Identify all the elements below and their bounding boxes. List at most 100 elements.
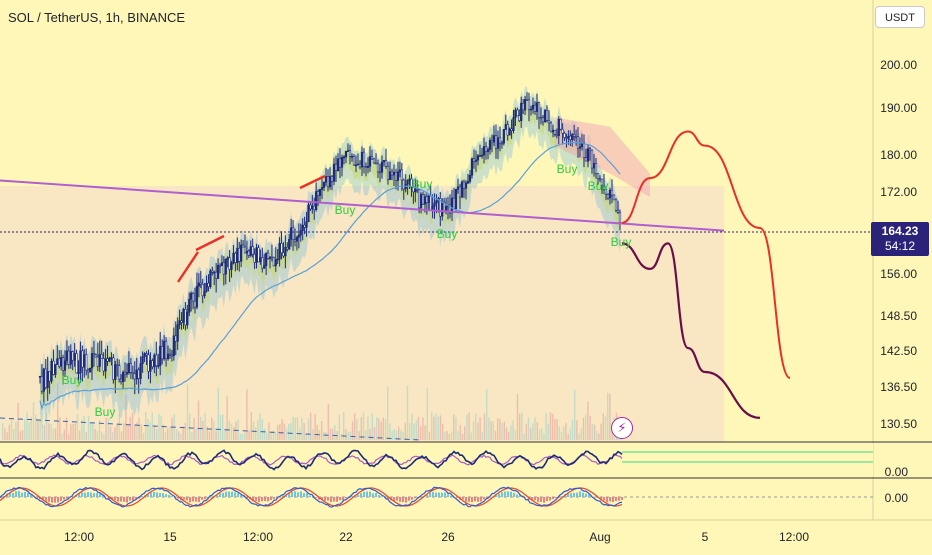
candle-body <box>509 129 511 135</box>
price-tick-label: 136.50 <box>880 380 917 394</box>
volume-bar <box>413 423 414 440</box>
volume-bar <box>255 427 256 440</box>
volume-bar <box>28 422 29 440</box>
volume-bar <box>215 431 216 440</box>
volume-bar <box>383 417 384 440</box>
candle-body <box>196 286 198 307</box>
volume-bar <box>310 413 311 440</box>
candle-body <box>327 177 329 187</box>
candle-body <box>540 118 542 119</box>
osc2-histogram-bar <box>582 493 584 497</box>
candle-body <box>134 374 136 380</box>
volume-bar <box>68 434 69 440</box>
osc2-histogram-bar <box>468 497 470 502</box>
osc2-histogram-bar <box>546 497 548 501</box>
osc2-histogram-bar <box>99 494 101 497</box>
candle-body <box>515 110 517 118</box>
osc2-histogram-bar <box>90 493 92 497</box>
candle-body <box>277 259 279 260</box>
volume-bar <box>455 417 456 440</box>
candle-body <box>321 187 323 189</box>
osc2-histogram-bar <box>183 497 185 500</box>
candle-body <box>607 194 609 198</box>
candle-body <box>430 196 432 210</box>
lightning-icon[interactable]: ⚡ <box>611 417 633 439</box>
candle-body <box>265 253 267 266</box>
volume-bar <box>523 434 524 440</box>
candle-body <box>271 257 273 258</box>
volume-bar <box>422 417 423 440</box>
oscillator-2-zero-label: 0.00 <box>885 491 909 505</box>
buy-signal-label: Buy <box>335 203 356 217</box>
osc2-histogram-bar <box>549 497 551 500</box>
volume-bar <box>486 389 487 440</box>
volume-bar <box>462 434 463 440</box>
osc2-histogram-bar <box>231 492 233 497</box>
volume-bar <box>356 419 357 440</box>
volume-bar <box>561 432 562 440</box>
volume-bar <box>317 425 318 440</box>
candle-body <box>267 253 269 259</box>
candle-body <box>313 206 315 209</box>
candle-body <box>373 159 375 163</box>
volume-bar <box>376 417 377 440</box>
volume-bar <box>114 427 115 440</box>
osc2-histogram-bar <box>195 497 197 502</box>
volume-bar <box>121 431 122 440</box>
volume-bar <box>589 416 590 440</box>
volume-bar <box>209 431 210 440</box>
osc2-histogram-bar <box>126 497 128 503</box>
osc2-histogram-bar <box>375 493 377 497</box>
candle-body <box>173 336 175 356</box>
candle-body <box>109 358 111 361</box>
candle-body <box>308 205 310 222</box>
candle-body <box>377 164 379 172</box>
candle-body <box>403 180 405 189</box>
osc2-histogram-bar <box>225 492 227 497</box>
volume-bar <box>433 417 434 440</box>
candle-body <box>242 245 244 247</box>
candle-body <box>487 149 489 151</box>
candle-body <box>138 370 140 379</box>
candle-body <box>64 361 66 371</box>
buy-signal-label: Buy <box>95 405 116 419</box>
osc2-histogram-bar <box>429 493 431 497</box>
candle-body <box>157 366 159 367</box>
volume-bar <box>35 415 36 440</box>
candle-body <box>587 149 589 161</box>
candle-body <box>256 248 258 263</box>
osc2-histogram-bar <box>474 497 476 501</box>
volume-bar <box>416 420 417 440</box>
volume-bar <box>169 427 170 440</box>
volume-bar <box>605 416 606 440</box>
candle-body <box>349 151 351 157</box>
osc2-histogram-bar <box>606 497 608 502</box>
candle-body <box>463 182 465 188</box>
candle-body <box>304 225 306 227</box>
volume-bar <box>178 431 179 440</box>
volume-bar <box>572 420 573 440</box>
candle-body <box>248 251 250 255</box>
candle-body <box>357 164 359 165</box>
volume-bar <box>185 423 186 440</box>
candle-body <box>564 133 566 137</box>
candle-body <box>188 299 190 312</box>
osc2-histogram-bar <box>267 497 269 501</box>
candle-body <box>434 203 436 206</box>
osc2-histogram-bar <box>327 497 329 501</box>
osc2-histogram-bar <box>465 497 467 502</box>
osc2-histogram-bar <box>360 493 362 497</box>
volume-bar <box>154 425 155 440</box>
volume-bar <box>475 414 476 440</box>
volume-bar <box>479 417 480 440</box>
volume-bar <box>101 432 102 440</box>
volume-bar <box>378 419 379 440</box>
candle-body <box>501 143 503 144</box>
volume-bar <box>482 432 483 440</box>
candle-body <box>269 257 271 259</box>
currency-button[interactable]: USDT <box>875 6 925 28</box>
volume-bar <box>600 423 601 440</box>
